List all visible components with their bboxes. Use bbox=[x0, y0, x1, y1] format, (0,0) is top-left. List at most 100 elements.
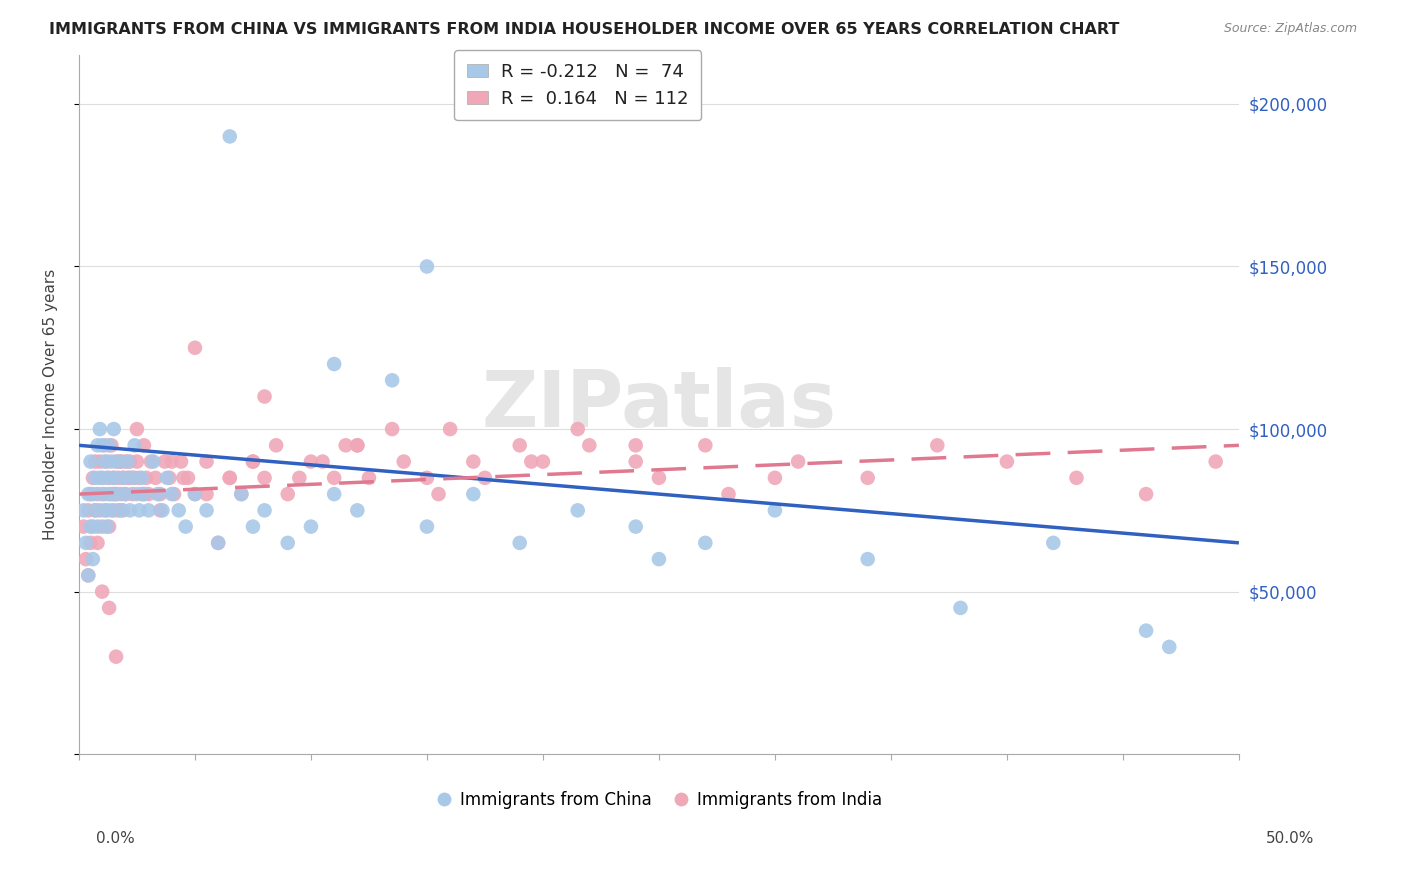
Point bbox=[995, 454, 1018, 468]
Point bbox=[288, 471, 311, 485]
Point bbox=[311, 454, 333, 468]
Point bbox=[91, 487, 114, 501]
Point bbox=[117, 471, 139, 485]
Point bbox=[93, 487, 115, 501]
Point bbox=[949, 600, 972, 615]
Point bbox=[91, 519, 114, 533]
Point bbox=[567, 503, 589, 517]
Point bbox=[79, 519, 101, 533]
Point bbox=[100, 454, 122, 468]
Point bbox=[474, 471, 496, 485]
Point bbox=[100, 503, 122, 517]
Point bbox=[357, 471, 380, 485]
Point bbox=[1066, 471, 1088, 485]
Point bbox=[114, 454, 136, 468]
Point bbox=[163, 487, 186, 501]
Point bbox=[110, 487, 132, 501]
Point bbox=[117, 454, 139, 468]
Point bbox=[128, 471, 150, 485]
Point bbox=[93, 503, 115, 517]
Point bbox=[105, 487, 128, 501]
Point bbox=[231, 487, 253, 501]
Point bbox=[153, 454, 176, 468]
Point bbox=[149, 487, 172, 501]
Point bbox=[207, 536, 229, 550]
Point bbox=[856, 471, 879, 485]
Point bbox=[103, 471, 125, 485]
Point bbox=[242, 454, 264, 468]
Point bbox=[77, 487, 100, 501]
Point bbox=[121, 487, 143, 501]
Text: 0.0%: 0.0% bbox=[96, 831, 135, 846]
Point bbox=[103, 471, 125, 485]
Point bbox=[96, 519, 118, 533]
Point bbox=[107, 503, 129, 517]
Point bbox=[509, 536, 531, 550]
Point bbox=[299, 454, 322, 468]
Point bbox=[100, 487, 122, 501]
Point bbox=[124, 438, 146, 452]
Point bbox=[264, 438, 287, 452]
Point bbox=[98, 519, 121, 533]
Point bbox=[110, 454, 132, 468]
Point bbox=[121, 471, 143, 485]
Point bbox=[184, 487, 207, 501]
Point bbox=[1042, 536, 1064, 550]
Point bbox=[253, 503, 276, 517]
Y-axis label: Householder Income Over 65 years: Householder Income Over 65 years bbox=[44, 269, 58, 541]
Point bbox=[695, 438, 717, 452]
Point bbox=[139, 454, 162, 468]
Point bbox=[93, 454, 115, 468]
Point bbox=[567, 422, 589, 436]
Point bbox=[91, 438, 114, 452]
Point bbox=[72, 519, 94, 533]
Text: 50.0%: 50.0% bbox=[1267, 831, 1315, 846]
Point bbox=[1135, 487, 1157, 501]
Point bbox=[346, 503, 368, 517]
Point bbox=[98, 600, 121, 615]
Text: ZIPatlas: ZIPatlas bbox=[481, 367, 837, 442]
Point bbox=[79, 487, 101, 501]
Point bbox=[277, 487, 299, 501]
Point bbox=[195, 454, 218, 468]
Point bbox=[927, 438, 949, 452]
Point bbox=[84, 454, 107, 468]
Point bbox=[114, 487, 136, 501]
Point bbox=[79, 536, 101, 550]
Point bbox=[624, 519, 647, 533]
Point bbox=[107, 454, 129, 468]
Point bbox=[145, 471, 167, 485]
Point bbox=[648, 471, 671, 485]
Point bbox=[89, 454, 111, 468]
Point bbox=[763, 471, 786, 485]
Point bbox=[135, 471, 157, 485]
Point bbox=[427, 487, 450, 501]
Point bbox=[132, 487, 155, 501]
Point bbox=[124, 471, 146, 485]
Point bbox=[152, 503, 174, 517]
Point bbox=[381, 422, 404, 436]
Point bbox=[103, 503, 125, 517]
Point bbox=[207, 536, 229, 550]
Point bbox=[184, 487, 207, 501]
Point bbox=[463, 454, 485, 468]
Point bbox=[184, 341, 207, 355]
Point bbox=[138, 487, 160, 501]
Point bbox=[82, 471, 104, 485]
Point bbox=[114, 487, 136, 501]
Point bbox=[118, 503, 141, 517]
Point bbox=[86, 519, 108, 533]
Point bbox=[463, 487, 485, 501]
Point bbox=[84, 503, 107, 517]
Legend: Immigrants from China, Immigrants from India: Immigrants from China, Immigrants from I… bbox=[429, 784, 889, 816]
Point bbox=[110, 503, 132, 517]
Point bbox=[277, 536, 299, 550]
Point bbox=[439, 422, 461, 436]
Point bbox=[112, 471, 135, 485]
Point bbox=[96, 454, 118, 468]
Point bbox=[107, 471, 129, 485]
Point bbox=[1159, 640, 1181, 654]
Point bbox=[146, 487, 169, 501]
Point bbox=[717, 487, 740, 501]
Point bbox=[335, 438, 357, 452]
